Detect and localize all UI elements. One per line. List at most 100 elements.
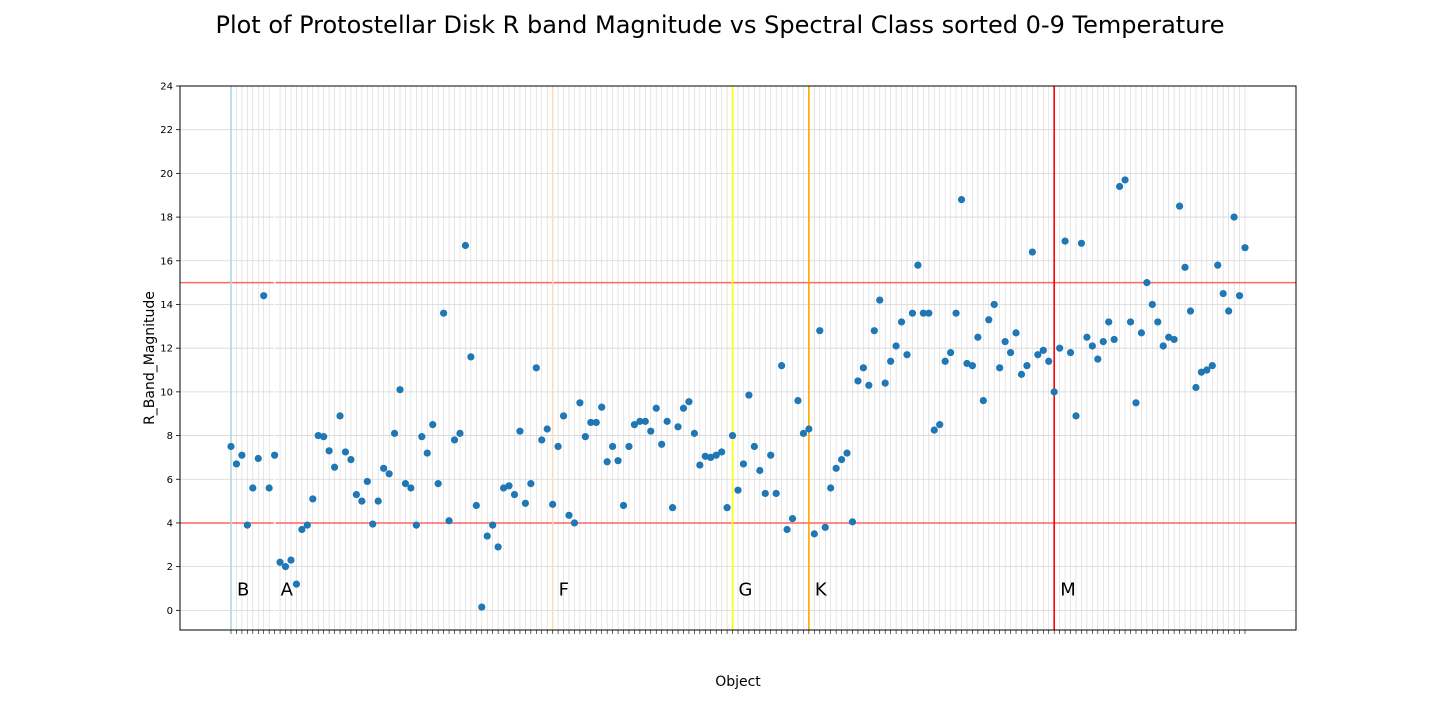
data-point [407, 484, 415, 492]
data-point [440, 309, 448, 317]
data-point [314, 431, 322, 440]
data-point [467, 353, 475, 361]
y-tick-label: 24 [160, 82, 173, 93]
data-point [298, 525, 306, 534]
class-label-a: A [281, 579, 294, 600]
data-point [614, 457, 622, 465]
data-point [483, 532, 491, 540]
data-point [1099, 338, 1107, 346]
data-point [636, 417, 644, 425]
data-point [668, 504, 677, 512]
class-label-g: G [739, 579, 753, 600]
data-point [1061, 237, 1069, 245]
data-point [794, 397, 802, 405]
data-point [712, 451, 720, 459]
data-point [832, 464, 840, 472]
data-point [663, 417, 671, 425]
data-point [554, 442, 562, 451]
data-point [505, 482, 513, 490]
data-point [565, 511, 573, 519]
data-point [1023, 362, 1031, 370]
data-point [1214, 261, 1222, 269]
spectral-class-lines [230, 86, 1055, 630]
data-point [778, 362, 786, 370]
data-point [652, 404, 660, 412]
y-tick-label: 14 [160, 300, 173, 311]
data-point [1208, 362, 1216, 370]
data-point [821, 523, 829, 531]
data-point [347, 455, 355, 464]
data-point [1116, 182, 1124, 191]
data-point [1088, 342, 1096, 350]
data-point [619, 501, 628, 510]
data-point [1225, 307, 1233, 315]
data-point [1219, 289, 1227, 298]
reference-lines [180, 281, 1296, 524]
data-point [843, 449, 851, 457]
data-point [848, 518, 857, 526]
data-point [1241, 244, 1249, 252]
data-point [609, 442, 617, 451]
data-point [679, 404, 688, 412]
data-point [685, 398, 693, 406]
data-point [647, 427, 655, 435]
y-tick-label: 4 [167, 518, 173, 529]
y-axis-label: R_Band_Magnitude [142, 291, 158, 425]
data-point [968, 362, 977, 370]
x-axis-label: Object [715, 674, 761, 690]
y-tick-label: 20 [160, 169, 173, 180]
data-point [265, 484, 273, 492]
data-point [587, 418, 595, 427]
data-point [897, 318, 906, 326]
data-point [1094, 355, 1102, 363]
data-point [990, 300, 998, 309]
data-point [363, 477, 371, 486]
data-point [1034, 351, 1042, 359]
data-point [243, 521, 251, 529]
data-point [1105, 318, 1113, 326]
data-point [1066, 348, 1075, 357]
data-point [249, 484, 257, 492]
data-point [1192, 383, 1200, 392]
chart-title: Plot of Protostellar Disk R band Magnitu… [215, 11, 1224, 39]
data-point [788, 514, 797, 523]
data-point [718, 448, 726, 456]
class-label-f: F [559, 579, 569, 600]
data-point [358, 497, 366, 505]
data-point [630, 421, 639, 429]
data-point [374, 497, 382, 505]
data-point [728, 431, 737, 440]
data-point [232, 460, 241, 468]
data-point [1170, 335, 1178, 344]
y-tick-label: 12 [160, 344, 173, 355]
data-point [380, 464, 388, 472]
class-label-k: K [815, 579, 828, 600]
data-point [881, 379, 889, 387]
data-point [974, 333, 982, 341]
y-tick-label: 16 [160, 256, 173, 267]
data-point [385, 470, 393, 478]
data-point [1203, 366, 1211, 374]
data-point [1148, 300, 1156, 309]
data-point [870, 327, 878, 335]
data-point [996, 364, 1004, 372]
data-point [963, 359, 971, 368]
y-tick-label: 10 [160, 387, 173, 398]
plot-frame [179, 85, 1297, 631]
data-point [1159, 342, 1167, 350]
data-point [254, 454, 262, 463]
data-point [472, 501, 480, 510]
data-point [723, 504, 731, 512]
data-point [947, 348, 955, 357]
data-point [772, 489, 780, 498]
data-point [903, 351, 911, 359]
data-point [570, 519, 579, 527]
data-point [330, 463, 339, 471]
data-point [532, 364, 540, 372]
data-point [1230, 213, 1238, 221]
data-point [810, 530, 818, 538]
data-point [925, 309, 933, 317]
data-point [1039, 346, 1047, 354]
data-point [1132, 399, 1140, 407]
data-point [1181, 263, 1189, 271]
